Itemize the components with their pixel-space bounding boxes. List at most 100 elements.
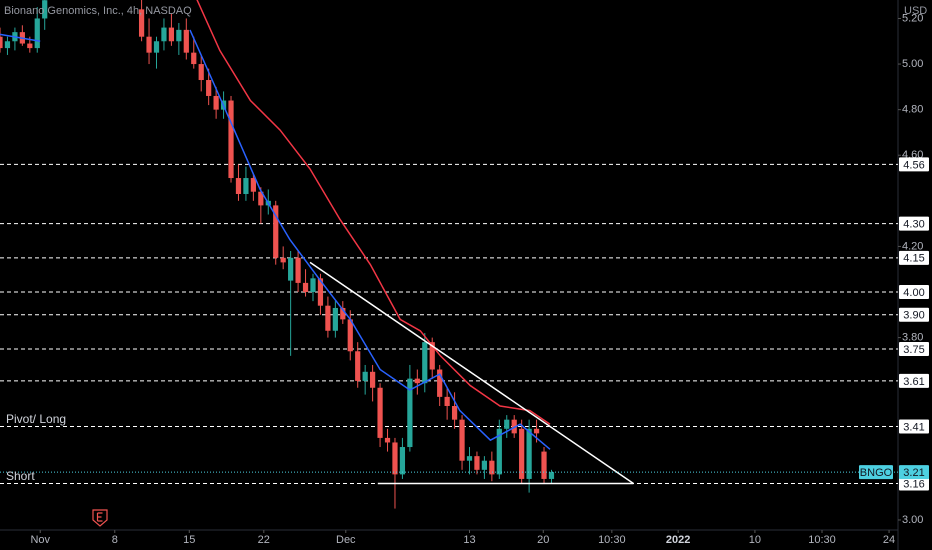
level-label-box — [899, 285, 929, 300]
x-tick-label: 15 — [183, 534, 195, 546]
x-tick-label: 8 — [112, 534, 118, 546]
level-label-box — [899, 373, 929, 388]
plot-area — [0, 0, 898, 509]
candle-body — [362, 371, 368, 381]
candle-body — [198, 64, 204, 81]
candle-body — [250, 178, 256, 192]
level-label-box — [899, 419, 929, 434]
moving-average — [189, 29, 551, 450]
candle-body — [347, 319, 353, 352]
annotation: Short — [6, 469, 35, 483]
candle-body — [288, 257, 294, 281]
candle-body — [27, 43, 33, 49]
candle-body — [302, 282, 309, 293]
y-tick-label: 3.00 — [902, 514, 923, 526]
x-tick-label: 10:30 — [808, 534, 836, 546]
chart-title: Bionano Genomics, Inc., 4h, NASDAQ — [4, 5, 192, 17]
level-label: 3.16 — [903, 478, 924, 490]
x-tick-label: Dec — [336, 534, 356, 546]
candle-body — [258, 191, 264, 206]
candle-body — [451, 405, 458, 420]
candle-body — [340, 307, 346, 320]
candle-body — [183, 29, 189, 53]
candle-body — [377, 387, 383, 438]
x-tick-label: 22 — [258, 534, 270, 546]
candle-body — [235, 178, 242, 194]
candle-body — [481, 460, 488, 470]
candle-body — [496, 428, 502, 475]
candle-body — [4, 41, 11, 49]
candle-body — [414, 378, 420, 384]
level-label: 3.90 — [903, 310, 924, 322]
candle-body — [161, 27, 167, 42]
candle-body — [422, 342, 428, 384]
candle-body — [384, 437, 391, 443]
candle-body — [399, 447, 406, 475]
candle-body — [459, 419, 465, 461]
candle-body — [466, 456, 473, 461]
level-label-box — [899, 250, 929, 265]
candle-body — [548, 472, 555, 479]
level-label: 4.30 — [903, 219, 924, 231]
candle-body — [295, 257, 301, 283]
x-tick-label: 20 — [537, 534, 549, 546]
level-label: 4.15 — [903, 253, 924, 265]
trendline — [309, 261, 634, 485]
candle-body — [533, 428, 540, 434]
moving-average — [196, 0, 551, 425]
x-tick-label: 24 — [883, 534, 895, 546]
annotation: Pivot/ Long — [6, 412, 66, 426]
candle-body — [310, 278, 316, 293]
candle-body — [34, 18, 40, 49]
candle-body — [511, 419, 517, 434]
candle-body — [42, 0, 48, 19]
candle-body — [176, 29, 182, 42]
moving-average — [0, 33, 41, 43]
candle-body — [489, 460, 495, 475]
candle-body — [407, 378, 413, 448]
candle-body — [153, 41, 160, 53]
last-price-box — [899, 465, 929, 480]
last-price-label: 3.21 — [903, 467, 924, 479]
x-tick-label: Nov — [30, 534, 50, 546]
level-label: 3.75 — [903, 344, 924, 356]
symbol-box — [859, 465, 893, 480]
level-label: 3.41 — [903, 421, 924, 433]
level-label-box — [899, 476, 929, 491]
earnings-icon[interactable] — [92, 509, 108, 527]
candle-body — [325, 305, 331, 331]
level-label: 3.61 — [903, 376, 924, 388]
candle-body — [206, 80, 212, 96]
x-tick-label: 13 — [463, 534, 475, 546]
level-label: 4.56 — [903, 159, 924, 171]
candle-body — [519, 428, 525, 479]
x-tick-label: 2022 — [666, 534, 690, 546]
candle-body — [228, 100, 234, 179]
candle-body — [332, 307, 338, 331]
candle-body — [541, 451, 547, 479]
candle-body — [526, 428, 532, 479]
candle-body — [243, 178, 249, 194]
symbol-label: BNGO — [860, 467, 893, 479]
candle-body — [444, 396, 450, 406]
candle-body — [146, 36, 152, 53]
y-tick-label: 5.00 — [902, 58, 923, 70]
candle-body — [280, 257, 286, 263]
candle-body — [474, 456, 480, 470]
x-tick-label: 10 — [749, 534, 761, 546]
candle-body — [168, 27, 175, 42]
level-label-box — [899, 307, 929, 322]
x-tick-label: 10:30 — [598, 534, 626, 546]
currency: USD — [904, 5, 927, 17]
level-label: 4.00 — [903, 287, 924, 299]
candle-body — [392, 442, 398, 475]
candle-body — [370, 371, 376, 388]
candle-body — [0, 36, 3, 49]
y-tick-label: 4.80 — [902, 104, 923, 116]
y-tick-label: 3.80 — [902, 332, 923, 344]
candle-body — [504, 419, 510, 429]
y-tick-label: 5.20 — [902, 12, 923, 24]
level-label-box — [899, 342, 929, 357]
